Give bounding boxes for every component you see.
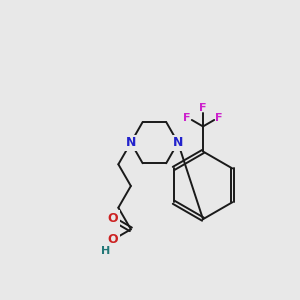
Text: F: F bbox=[183, 112, 190, 123]
Text: O: O bbox=[107, 233, 118, 246]
Text: N: N bbox=[173, 136, 183, 149]
Text: O: O bbox=[107, 212, 118, 225]
Text: N: N bbox=[126, 136, 136, 149]
Text: H: H bbox=[101, 246, 110, 256]
Text: F: F bbox=[199, 103, 207, 113]
Text: F: F bbox=[215, 112, 223, 123]
